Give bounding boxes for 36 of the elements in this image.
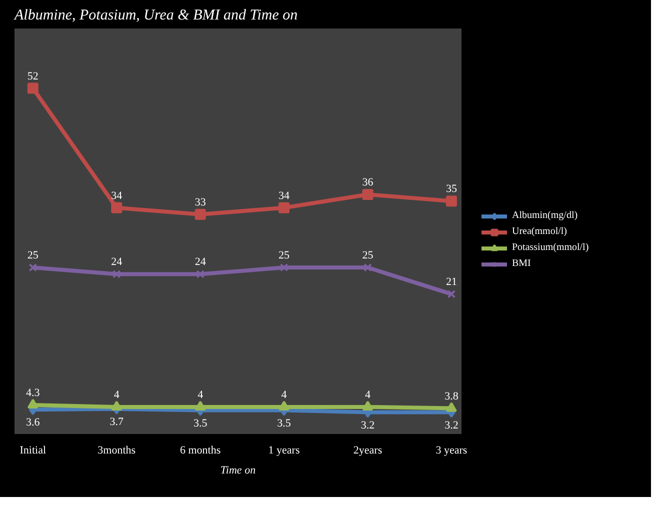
data-label: 4 — [364, 388, 371, 401]
data-label: 25 — [27, 250, 39, 262]
data-label: 34 — [278, 190, 290, 202]
x-tick-label: Initial — [20, 444, 46, 456]
data-label: 25 — [278, 250, 290, 262]
data-label: 3.8 — [444, 390, 459, 402]
legend-label: Potassium(mmol/l) — [512, 241, 589, 254]
data-label: 3.2 — [360, 419, 375, 432]
data-label: 3.7 — [110, 416, 124, 428]
data-label: 36 — [362, 176, 374, 188]
legend-label: Albumin(mg/dl) — [512, 209, 578, 222]
data-label: 24 — [194, 256, 206, 268]
data-label: 4 — [198, 388, 204, 401]
chart-title: Albumine, Potasium, Urea & BMI and Time on — [14, 8, 298, 24]
data-label: 33 — [194, 196, 206, 208]
legend-label: Urea(mmol/l) — [512, 225, 567, 238]
data-label: 4 — [114, 388, 120, 401]
data-label: 4.3 — [26, 386, 40, 399]
x-tick-label: 6 months — [180, 444, 221, 456]
data-label: 4 — [281, 388, 288, 401]
data-label: 34 — [111, 190, 123, 202]
data-label: 3.5 — [277, 417, 292, 430]
data-label: 35 — [446, 183, 458, 196]
data-label: 24 — [111, 256, 123, 268]
data-label: 52 — [27, 70, 38, 82]
data-label: 21 — [446, 276, 457, 288]
x-tick-label: 3months — [98, 444, 136, 456]
data-label: 3.6 — [26, 416, 40, 429]
x-axis-title: Time on — [220, 464, 256, 476]
x-tick-label: 2years — [353, 444, 382, 456]
legend-label: BMI — [512, 257, 532, 270]
data-label: 3.2 — [444, 419, 458, 432]
x-tick-label: 3 years — [436, 444, 468, 456]
data-label: 25 — [362, 250, 374, 262]
x-tick-label: 1 years — [268, 444, 300, 456]
data-label: 3.5 — [193, 417, 208, 430]
